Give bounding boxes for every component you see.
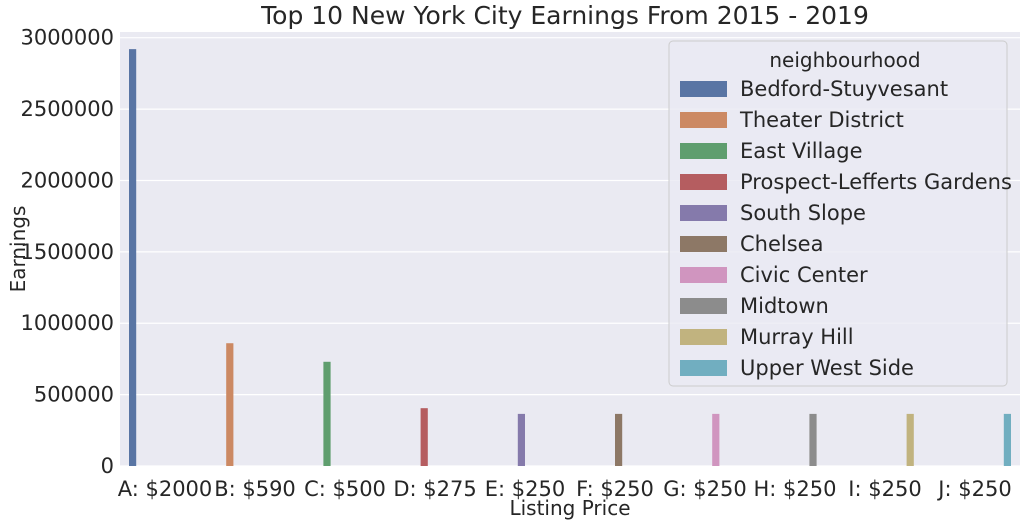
legend-label: Upper West Side <box>740 356 914 380</box>
bar <box>1003 413 1011 466</box>
x-tick-label: B: $590 <box>214 477 296 501</box>
legend-swatch <box>680 329 727 345</box>
legend-swatch <box>680 205 727 221</box>
x-tick-label: C: $500 <box>304 477 386 501</box>
x-tick-label: F: $250 <box>576 477 654 501</box>
bar <box>129 49 137 466</box>
legend-swatch <box>680 143 727 159</box>
y-axis-ticks: 0 500000 1000000 1500000 2000000 2500000 30000… <box>20 26 114 478</box>
x-tick-label: E: $250 <box>485 477 565 501</box>
legend-label: South Slope <box>740 201 866 225</box>
legend-label: Civic Center <box>740 263 868 287</box>
legend-title: neighbourhood <box>769 48 920 72</box>
bar <box>226 343 234 466</box>
legend-items: Bedford-Stuyvesant Theater District East V… <box>680 77 1012 380</box>
legend-label: East Village <box>740 139 863 163</box>
bar <box>809 413 817 466</box>
legend-label: Prospect-Lefferts Gardens <box>740 170 1012 194</box>
legend-swatch <box>680 360 727 376</box>
y-tick-label: 1000000 <box>20 311 114 335</box>
x-tick-label: A: $2000 <box>118 477 213 501</box>
y-tick-label: 1500000 <box>20 240 114 264</box>
legend-label: Murray Hill <box>740 325 854 349</box>
bar <box>712 413 720 466</box>
y-tick-label: 500000 <box>34 383 114 407</box>
bar <box>420 408 428 466</box>
bar <box>517 413 525 466</box>
bar <box>323 361 331 466</box>
chart-title: Top 10 New York City Earnings From 2015 … <box>260 1 869 30</box>
x-tick-label: D: $275 <box>393 477 476 501</box>
legend-swatch <box>680 174 727 190</box>
legend-swatch <box>680 112 727 128</box>
y-tick-label: 0 <box>101 454 114 478</box>
x-tick-label: I: $250 <box>848 477 921 501</box>
legend-label: Bedford-Stuyvesant <box>740 77 948 101</box>
y-tick-label: 2000000 <box>20 168 114 192</box>
legend-label: Theater District <box>739 108 904 132</box>
x-tick-label: G: $250 <box>663 477 746 501</box>
bar <box>906 413 914 466</box>
y-axis-label: Earnings <box>6 206 30 293</box>
y-tick-label: 2500000 <box>20 97 114 121</box>
bar <box>615 413 623 466</box>
x-tick-label: J: $250 <box>936 477 1011 501</box>
legend-label: Midtown <box>740 294 829 318</box>
legend-swatch <box>680 298 727 314</box>
legend-frame <box>668 40 1008 387</box>
bars <box>129 49 1011 466</box>
legend-label: Chelsea <box>740 232 823 256</box>
x-axis-label: Listing Price <box>509 496 630 520</box>
x-tick-label: H: $250 <box>754 477 837 501</box>
legend: neighbourhood Bedford-Stuyvesant Theater … <box>668 40 1012 387</box>
legend-swatch <box>680 81 727 97</box>
y-tick-label: 3000000 <box>20 26 114 50</box>
x-axis-ticks: A: $2000 B: $590 C: $500 D: $275 E: $250 F: $… <box>118 477 1012 501</box>
legend-swatch <box>680 267 727 283</box>
legend-swatch <box>680 236 727 252</box>
